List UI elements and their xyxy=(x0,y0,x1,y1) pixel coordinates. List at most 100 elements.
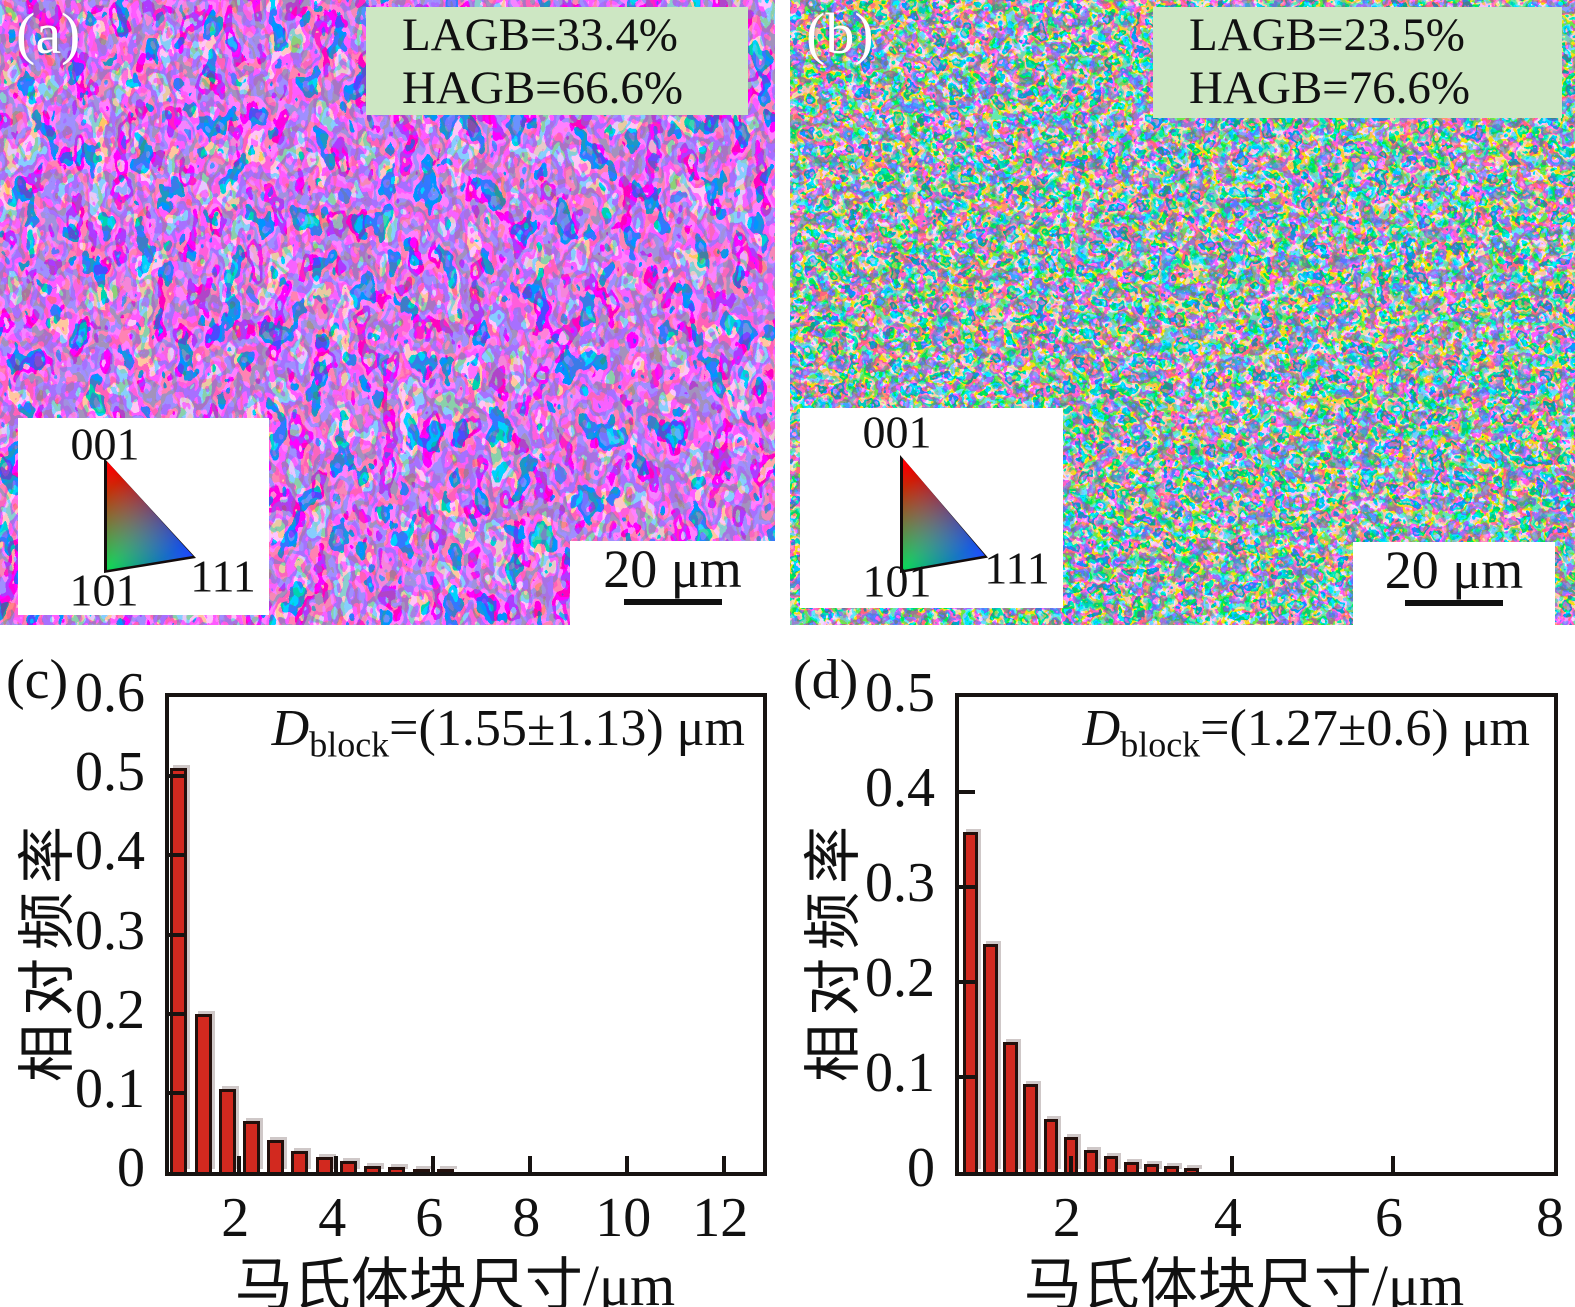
x-tick-label: 10 xyxy=(595,1187,652,1249)
histogram-bar xyxy=(1063,1136,1079,1172)
boundary-fraction-box-a: LAGB=33.4% HAGB=66.6% xyxy=(366,7,748,115)
boundary-fraction-box-b: LAGB=23.5% HAGB=76.6% xyxy=(1153,7,1562,118)
hagb-value-a: HAGB=66.6% xyxy=(402,62,684,114)
y-tick xyxy=(959,790,975,794)
histogram-plot-c xyxy=(165,693,767,1176)
y-tick-label: 0.6 xyxy=(75,662,145,724)
histogram-bar xyxy=(388,1167,406,1172)
y-axis-label-d: 相对频率 xyxy=(801,817,866,1083)
ipf-color-triangle xyxy=(104,458,196,573)
ebsd-map-a: (a) LAGB=33.4% HAGB=66.6% 001 101 111 20… xyxy=(0,0,775,625)
scale-bar-line-b xyxy=(1405,600,1503,606)
ipf-vertex-101: 101 xyxy=(862,555,932,607)
histogram-bar xyxy=(1164,1166,1179,1172)
x-tick xyxy=(528,1156,533,1172)
histogram-bar xyxy=(1003,1041,1018,1172)
histogram-bar xyxy=(1043,1118,1058,1172)
histogram-bar xyxy=(1083,1150,1099,1172)
dblock-annotation-c: Dblock=(1.55±1.13) μm xyxy=(271,700,745,762)
ipf-color-gradient xyxy=(107,461,193,570)
x-axis-label-d: 马氏体块尺寸/μm xyxy=(1023,1253,1465,1307)
ipf-vertex-111: 111 xyxy=(984,542,1050,594)
x-tick xyxy=(431,1156,436,1172)
histogram-plot-d xyxy=(955,693,1558,1176)
histogram-bar xyxy=(436,1169,454,1172)
scale-bar-b: 20 μm xyxy=(1353,542,1555,625)
x-tick-label: 6 xyxy=(415,1187,444,1249)
scale-bar-label-b: 20 μm xyxy=(1384,540,1524,600)
histogram-bar xyxy=(267,1140,285,1172)
y-tick xyxy=(959,980,975,984)
dblock-annotation-d: Dblock=(1.27±0.6) μm xyxy=(1082,700,1530,762)
y-tick xyxy=(169,1090,185,1095)
histogram-bar xyxy=(963,831,978,1172)
y-tick-label: 0.2 xyxy=(75,978,145,1041)
y-tick-label: 0 xyxy=(117,1137,145,1199)
x-tick-label: 4 xyxy=(1213,1187,1242,1249)
histogram-bar xyxy=(1184,1168,1199,1172)
x-tick-label: 6 xyxy=(1375,1187,1403,1249)
histogram-bar xyxy=(218,1088,236,1172)
histogram-bar xyxy=(1103,1155,1119,1172)
panel-letter-a: (a) xyxy=(16,1,81,66)
ebsd-map-b: (b) LAGB=23.5% HAGB=76.6% 001 101 111 20… xyxy=(790,0,1575,625)
y-tick-label: 0.1 xyxy=(865,1042,935,1104)
ipf-legend-a: 001 101 111 xyxy=(18,418,269,616)
histogram-bar xyxy=(1124,1161,1139,1172)
x-tick-label: 8 xyxy=(512,1187,541,1249)
y-axis-label-c: 相对频率 xyxy=(15,817,80,1083)
chart-panel-label-c: (c) xyxy=(6,649,69,711)
dblock-symbol: D xyxy=(271,700,310,757)
histogram-bar xyxy=(1023,1083,1038,1172)
dblock-symbol: D xyxy=(1082,700,1121,757)
histogram-bar xyxy=(339,1160,357,1172)
dblock-subscript: block xyxy=(309,724,390,765)
ipf-color-gradient xyxy=(903,458,985,570)
y-tick-label: 0 xyxy=(907,1137,935,1199)
y-tick-label: 0.2 xyxy=(865,947,935,1009)
histogram-bar xyxy=(1144,1164,1159,1172)
ipf-legend-b: 001 101 111 xyxy=(800,407,1063,608)
histogram-bar xyxy=(242,1121,260,1172)
x-tick-label: 8 xyxy=(1536,1187,1564,1249)
lagb-value-b: LAGB=23.5% xyxy=(1189,9,1465,61)
y-tick-label: 0.4 xyxy=(75,820,145,883)
dblock-subscript: block xyxy=(1120,724,1201,765)
y-tick-label: 0.3 xyxy=(865,852,935,914)
x-axis-label-c: 马氏体块尺寸/μm xyxy=(234,1253,676,1307)
x-tick xyxy=(237,1156,242,1172)
chart-panel-label-d: (d) xyxy=(793,649,859,711)
y-tick-label: 0.5 xyxy=(865,662,935,724)
y-tick-label: 0.1 xyxy=(75,1057,145,1120)
y-tick xyxy=(959,885,975,889)
scale-bar-label-a: 20 μm xyxy=(603,539,742,599)
hagb-value-b: HAGB=76.6% xyxy=(1189,62,1471,114)
y-tick-label: 0.5 xyxy=(75,741,145,804)
x-tick-label: 12 xyxy=(692,1187,749,1249)
x-tick xyxy=(1391,1156,1395,1172)
histogram-bar xyxy=(315,1157,333,1172)
x-tick-label: 2 xyxy=(221,1187,250,1249)
histogram-bar xyxy=(412,1168,430,1172)
y-tick xyxy=(169,932,185,937)
histogram-bar xyxy=(291,1151,309,1172)
panel-letter-b: (b) xyxy=(806,1,874,66)
y-tick xyxy=(959,1075,975,1079)
x-tick xyxy=(1229,1156,1234,1172)
histogram-bar xyxy=(983,944,998,1172)
x-tick xyxy=(1068,1156,1073,1172)
y-tick-label: 0.4 xyxy=(865,757,935,819)
y-tick xyxy=(169,1011,185,1016)
lagb-value-a: LAGB=33.4% xyxy=(402,9,678,61)
ipf-vertex-101: 101 xyxy=(69,564,139,616)
scale-bar-line-a xyxy=(623,599,722,605)
y-tick xyxy=(169,774,185,779)
x-tick-label: 4 xyxy=(318,1187,347,1249)
x-tick xyxy=(334,1156,339,1172)
y-tick xyxy=(169,853,185,858)
dblock-value: =(1.55±1.13) μm xyxy=(389,700,745,757)
y-tick-label: 0.3 xyxy=(75,899,145,962)
scale-bar-a: 20 μm xyxy=(570,541,775,625)
dblock-value: =(1.27±0.6) μm xyxy=(1200,700,1530,757)
